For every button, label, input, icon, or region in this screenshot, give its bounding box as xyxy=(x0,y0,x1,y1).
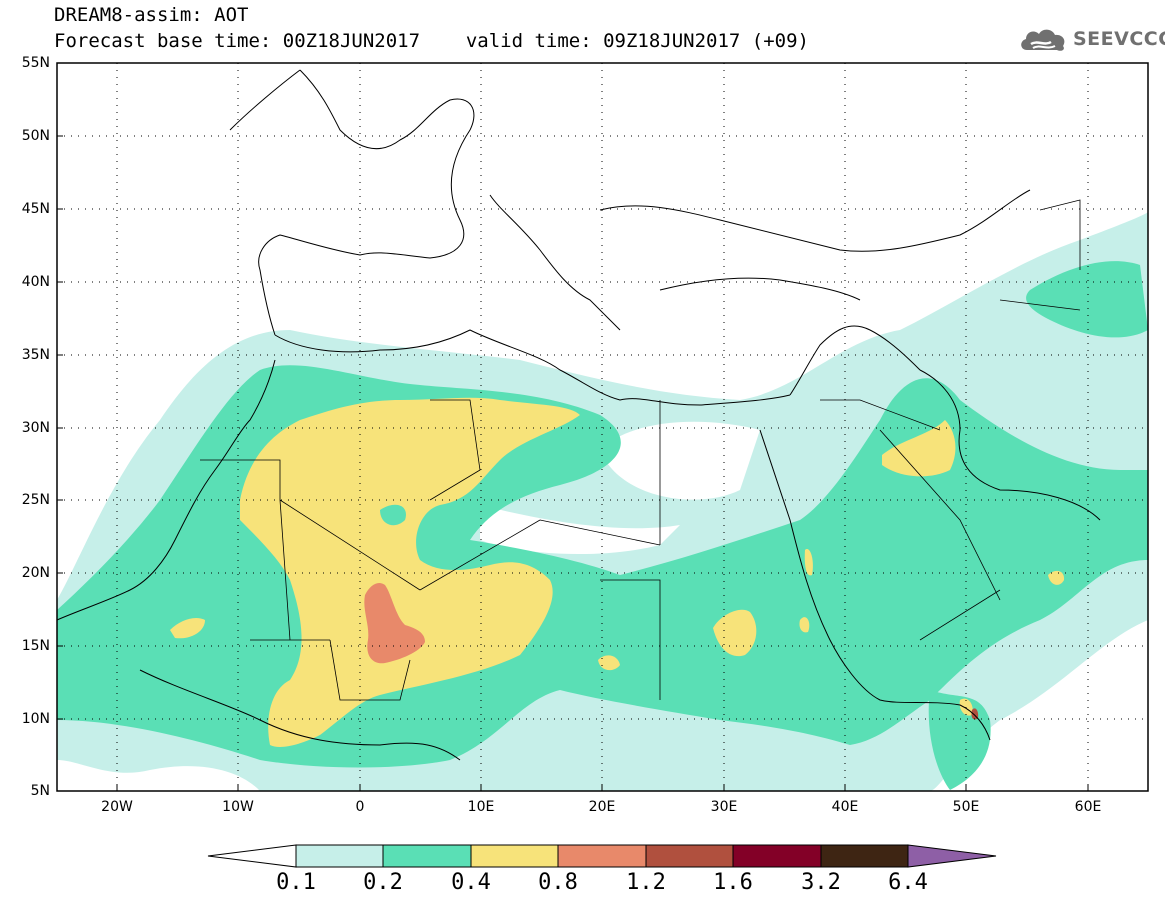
lat-label: 35N xyxy=(21,347,50,363)
logo-text: SEEVCCC xyxy=(1073,28,1165,50)
forecast-time-line: Forecast base time: 00Z18JUN2017 valid t… xyxy=(54,30,809,52)
colorbar-swatch-0.4 xyxy=(470,844,559,868)
lat-label: 15N xyxy=(21,638,50,654)
lat-label: 30N xyxy=(21,420,50,436)
colorbar-swatch-1.6 xyxy=(732,844,822,868)
colorbar-swatch-0.2 xyxy=(382,844,472,868)
colorbar-swatch-1.2 xyxy=(645,844,734,868)
lon-label: 40E xyxy=(831,799,859,815)
lat-label: 40N xyxy=(21,274,50,290)
lon-label: 30E xyxy=(710,799,738,815)
colorbar-label: 1.2 xyxy=(626,870,666,895)
lon-label: 50E xyxy=(952,799,980,815)
colorbar-label: 0.4 xyxy=(451,870,491,895)
colorbar-left-arrow xyxy=(207,844,297,868)
lat-label: 20N xyxy=(21,565,50,581)
axis-ticks xyxy=(57,62,1089,792)
forecast-base-time: Forecast base time: 00Z18JUN2017 xyxy=(54,30,421,52)
lon-label: 60E xyxy=(1074,799,1102,815)
colorbar-swatch-3.2 xyxy=(820,844,909,868)
colorbar-swatch-0.1 xyxy=(295,844,384,868)
lon-label: 10W xyxy=(222,799,254,815)
colorbar-label: 3.2 xyxy=(801,870,841,895)
colorbar-label: 6.4 xyxy=(888,870,928,895)
lat-label: 10N xyxy=(21,711,50,727)
lat-label: 5N xyxy=(30,783,50,799)
colorbar-label: 0.8 xyxy=(538,870,578,895)
graticule xyxy=(57,63,1148,791)
aot-field xyxy=(57,69,1148,791)
colorbar-label: 0.2 xyxy=(363,870,403,895)
aot-level-0.4 xyxy=(170,397,1065,747)
lat-label: 45N xyxy=(21,201,50,217)
coastlines xyxy=(57,69,1101,761)
map-title: DREAM8-assim: AOT xyxy=(54,4,249,26)
lon-label: 20W xyxy=(101,799,133,815)
lat-label: 55N xyxy=(21,55,50,71)
colorbar xyxy=(207,844,997,868)
country-borders xyxy=(200,199,1081,701)
valid-time: valid time: 09Z18JUN2017 (+09) xyxy=(465,30,809,52)
lon-label: 20E xyxy=(588,799,616,815)
colorbar-label: 1.6 xyxy=(713,870,753,895)
lat-label: 25N xyxy=(21,492,50,508)
lat-label: 50N xyxy=(21,128,50,144)
cloud-icon xyxy=(1021,29,1065,51)
colorbar-right-arrow xyxy=(907,844,997,868)
seevccc-logo: SEEVCCC xyxy=(1017,24,1165,56)
lon-label: 10E xyxy=(467,799,495,815)
lon-label: 0 xyxy=(355,799,365,815)
colorbar-swatch-0.8 xyxy=(557,844,647,868)
colorbar-label: 0.1 xyxy=(276,870,316,895)
aot-level-0.8 xyxy=(364,583,425,664)
